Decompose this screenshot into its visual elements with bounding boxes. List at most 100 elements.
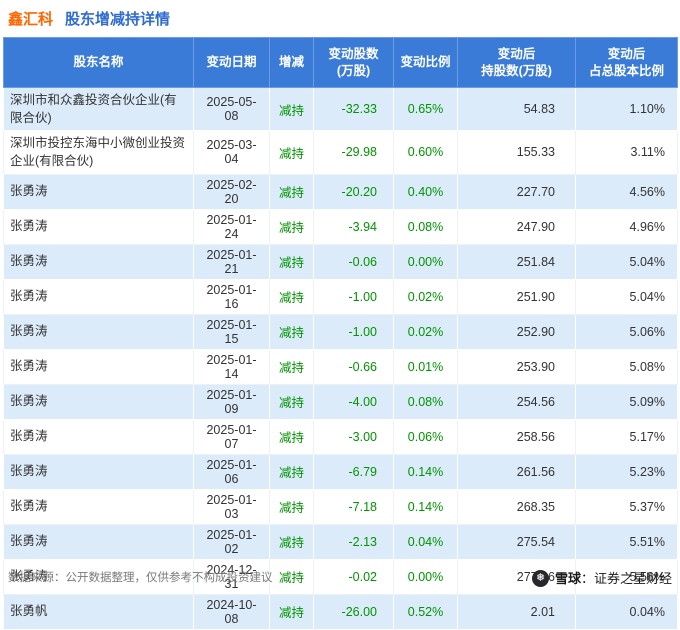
table-row: 张勇涛 2025-01-06 减持 -6.79 0.14% 261.56 5.23% <box>3 453 678 490</box>
cell-after-shares: 261.56 <box>457 453 576 490</box>
page-title-text: 股东增减持详情 <box>65 11 171 28</box>
cell-action: 减持 <box>269 313 314 350</box>
cell-shareholder-name: 张勇涛 <box>3 313 194 350</box>
cell-after-ratio: 5.04% <box>575 278 678 315</box>
cell-after-shares: 252.90 <box>457 313 576 350</box>
cell-change-shares: -0.02 <box>313 558 394 595</box>
cell-action: 减持 <box>269 86 314 132</box>
cell-change-date: 2025-01-02 <box>193 523 270 560</box>
cell-change-ratio: 0.00% <box>393 243 458 280</box>
brand-suffix: ：证券之星财经 <box>580 571 672 586</box>
column-header: 变动后 持股数(万股) <box>457 37 576 88</box>
brand-name: 雪球 <box>554 571 581 586</box>
cell-change-shares: -7.18 <box>313 488 394 525</box>
cell-change-ratio: 0.40% <box>393 173 458 210</box>
cell-after-shares: 54.83 <box>457 86 576 132</box>
shareholder-table: 股东名称 变动日期 增减 变动股数 (万股) 变动比例 变动后 持股数(万股) 变动后 占总… <box>3 37 678 630</box>
column-header: 变动比例 <box>393 37 458 88</box>
cell-change-ratio: 0.52% <box>393 593 458 630</box>
cell-shareholder-name: 张勇涛 <box>3 278 194 315</box>
cell-after-ratio: 5.23% <box>575 453 678 490</box>
cell-change-shares: -3.94 <box>313 208 394 245</box>
cell-change-date: 2024-10-08 <box>193 593 270 630</box>
cell-change-ratio: 0.08% <box>393 208 458 245</box>
cell-after-ratio: 0.04% <box>575 593 678 630</box>
cell-change-ratio: 0.08% <box>393 383 458 420</box>
cell-after-shares: 251.84 <box>457 243 576 280</box>
table-body: 深圳市和众鑫投资合伙企业(有限合伙) 2025-05-08 减持 -32.33 0.65… <box>3 86 678 630</box>
cell-shareholder-name: 深圳市和众鑫投资合伙企业(有限合伙) <box>3 86 194 132</box>
table-row: 张勇涛 2025-02-20 减持 -20.20 0.40% 227.70 4.56% <box>3 173 678 210</box>
cell-action: 减持 <box>269 383 314 420</box>
cell-change-shares: -2.13 <box>313 523 394 560</box>
cell-shareholder-name: 张勇涛 <box>3 453 194 490</box>
cell-change-date: 2025-01-14 <box>193 348 270 385</box>
cell-action: 减持 <box>269 488 314 525</box>
cell-change-shares: -3.00 <box>313 418 394 455</box>
cell-after-shares: 2.01 <box>457 593 576 630</box>
cell-after-ratio: 5.04% <box>575 243 678 280</box>
cell-change-date: 2025-01-15 <box>193 313 270 350</box>
cell-after-ratio: 5.51% <box>575 523 678 560</box>
cell-change-shares: -29.98 <box>313 130 394 175</box>
cell-shareholder-name: 张勇涛 <box>3 348 194 385</box>
cell-action: 减持 <box>269 418 314 455</box>
cell-action: 减持 <box>269 453 314 490</box>
cell-change-shares: -32.33 <box>313 86 394 132</box>
cell-change-ratio: 0.60% <box>393 130 458 175</box>
cell-change-shares: -26.00 <box>313 593 394 630</box>
cell-change-date: 2025-01-16 <box>193 278 270 315</box>
cell-action: 减持 <box>269 558 314 595</box>
table-row: 张勇涛 2025-01-24 减持 -3.94 0.08% 247.90 4.96% <box>3 208 678 245</box>
cell-change-ratio: 0.01% <box>393 348 458 385</box>
brand-footer: ❅ 雪球：证券之星财经 <box>531 568 672 588</box>
table-row: 张勇涛 2025-01-09 减持 -4.00 0.08% 254.56 5.09% <box>3 383 678 420</box>
cell-shareholder-name: 张勇涛 <box>3 523 194 560</box>
cell-change-date: 2025-02-20 <box>193 173 270 210</box>
cell-after-shares: 227.70 <box>457 173 576 210</box>
cell-shareholder-name: 张勇涛 <box>3 208 194 245</box>
cell-action: 减持 <box>269 593 314 630</box>
cell-action: 减持 <box>269 173 314 210</box>
cell-change-date: 2025-01-21 <box>193 243 270 280</box>
stock-name: 鑫汇科 <box>8 11 54 28</box>
cell-change-shares: -0.66 <box>313 348 394 385</box>
cell-action: 减持 <box>269 243 314 280</box>
page-title: 鑫汇科 股东增减持详情 <box>0 0 680 35</box>
cell-change-date: 2025-01-09 <box>193 383 270 420</box>
cell-after-shares: 254.56 <box>457 383 576 420</box>
column-header: 增减 <box>269 37 314 88</box>
cell-change-date: 2025-01-03 <box>193 488 270 525</box>
cell-shareholder-name: 张勇涛 <box>3 243 194 280</box>
table-row: 深圳市和众鑫投资合伙企业(有限合伙) 2025-05-08 减持 -32.33 0.65… <box>3 86 678 132</box>
cell-after-shares: 253.90 <box>457 348 576 385</box>
cell-change-shares: -20.20 <box>313 173 394 210</box>
cell-after-shares: 258.56 <box>457 418 576 455</box>
cell-change-ratio: 0.65% <box>393 86 458 132</box>
cell-after-shares: 268.35 <box>457 488 576 525</box>
cell-action: 减持 <box>269 523 314 560</box>
column-header: 变动日期 <box>193 37 270 88</box>
cell-after-ratio: 1.10% <box>575 86 678 132</box>
cell-after-shares: 275.54 <box>457 523 576 560</box>
table-row: 张勇涛 2025-01-07 减持 -3.00 0.06% 258.56 5.17% <box>3 418 678 455</box>
table-row: 张勇涛 2025-01-21 减持 -0.06 0.00% 251.84 5.04% <box>3 243 678 280</box>
cell-after-ratio: 4.96% <box>575 208 678 245</box>
table-header-row: 股东名称 变动日期 增减 变动股数 (万股) 变动比例 变动后 持股数(万股) 变动后 占总… <box>3 37 678 88</box>
cell-shareholder-name: 张勇帆 <box>3 593 194 630</box>
table-row: 张勇涛 2025-01-03 减持 -7.18 0.14% 268.35 5.37% <box>3 488 678 525</box>
cell-after-ratio: 5.06% <box>575 313 678 350</box>
column-header: 变动后 占总股本比例 <box>575 37 678 88</box>
cell-shareholder-name: 张勇涛 <box>3 173 194 210</box>
cell-after-shares: 251.90 <box>457 278 576 315</box>
cell-shareholder-name: 张勇涛 <box>3 418 194 455</box>
cell-shareholder-name: 张勇涛 <box>3 558 194 595</box>
cell-action: 减持 <box>269 208 314 245</box>
cell-change-ratio: 0.06% <box>393 418 458 455</box>
cell-shareholder-name: 张勇涛 <box>3 488 194 525</box>
cell-change-ratio: 0.02% <box>393 278 458 315</box>
cell-shareholder-name: 张勇涛 <box>3 383 194 420</box>
cell-change-date: 2025-01-24 <box>193 208 270 245</box>
cell-change-shares: -0.06 <box>313 243 394 280</box>
